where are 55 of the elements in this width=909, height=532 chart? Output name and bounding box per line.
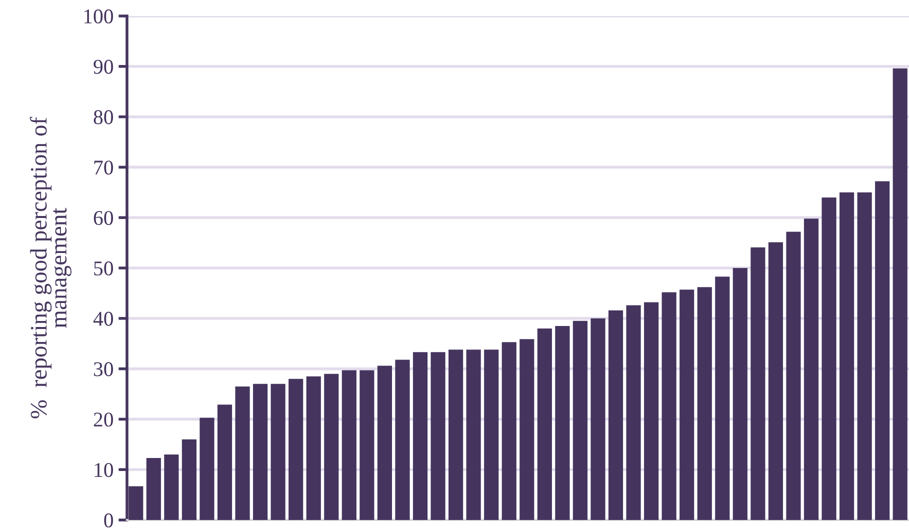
bar	[892, 68, 908, 520]
bar	[822, 197, 836, 520]
bar	[200, 418, 214, 520]
bar	[360, 370, 374, 520]
bar	[502, 342, 516, 520]
bar	[448, 350, 464, 520]
bar	[182, 439, 196, 520]
y-tick-label: 60	[94, 210, 114, 226]
bar	[572, 320, 588, 520]
bar	[697, 287, 712, 520]
bar	[377, 366, 392, 520]
bar	[395, 360, 410, 520]
y-tick-label: 80	[94, 110, 114, 124]
bar	[680, 290, 694, 520]
bar	[164, 454, 179, 520]
bar	[608, 310, 624, 520]
y-tick-label: 90	[94, 60, 114, 74]
y-tick-label: 40	[93, 312, 114, 326]
bar	[662, 292, 676, 520]
y-axis-title: % reporting good perception of management	[30, 116, 72, 418]
bar	[715, 276, 730, 520]
bar	[750, 247, 766, 520]
bar	[732, 268, 748, 520]
bar	[644, 302, 659, 520]
bar	[324, 374, 339, 520]
bar	[875, 181, 890, 520]
bar	[430, 352, 446, 520]
bar	[520, 339, 534, 520]
bar	[235, 386, 250, 520]
y-tick-label: 30	[94, 362, 114, 376]
bar	[555, 326, 570, 520]
y-tick-label: 70	[94, 160, 114, 175]
bar	[306, 376, 321, 520]
bar	[768, 242, 783, 520]
bar	[217, 404, 232, 520]
bar	[288, 378, 304, 520]
y-tick-label: 0	[104, 513, 114, 528]
bar	[466, 350, 481, 520]
bar	[484, 350, 499, 520]
y-tick-label: 50	[94, 261, 114, 276]
bar	[590, 318, 606, 520]
bar	[840, 192, 854, 520]
bar	[537, 328, 552, 520]
bar	[342, 370, 356, 520]
y-tick-label: 10	[94, 462, 114, 478]
bar	[786, 232, 801, 520]
bar	[804, 218, 819, 520]
bar	[270, 384, 286, 520]
bar	[146, 458, 161, 520]
bar	[626, 305, 641, 520]
bar	[412, 352, 428, 520]
y-tick-label: 20	[94, 412, 114, 427]
bar	[253, 384, 268, 520]
y-tick-label: 100	[84, 9, 114, 24]
bar	[857, 192, 872, 520]
